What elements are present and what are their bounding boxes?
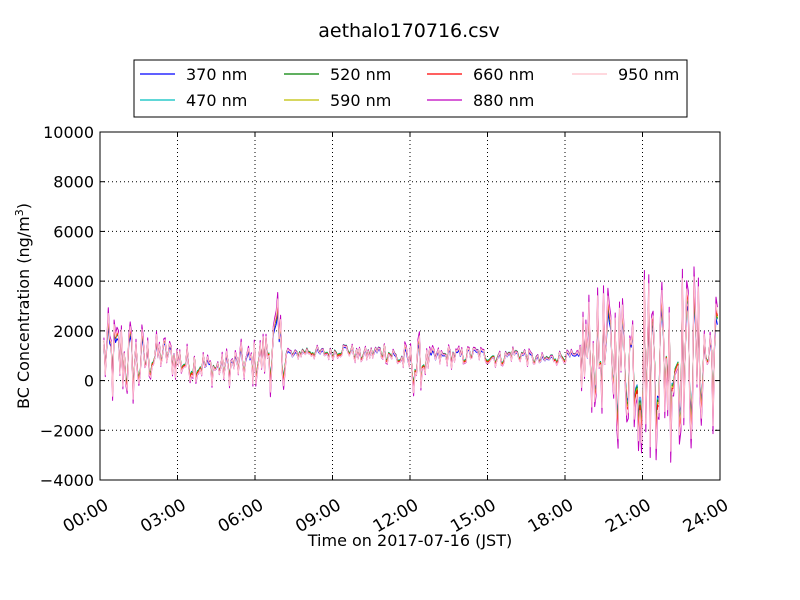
legend-label: 880 nm: [473, 91, 534, 110]
y-tick-label: 8000: [53, 173, 94, 192]
chart-title: aethalo170716.csv: [318, 20, 500, 42]
x-tick-label: 21:00: [602, 495, 654, 537]
data-series-group: [103, 266, 718, 463]
legend-label: 370 nm: [186, 65, 247, 84]
y-axis-label-tail: ): [14, 203, 33, 209]
legend-label: 950 nm: [618, 65, 679, 84]
series-line-660-nm: [103, 282, 718, 444]
series-line-950-nm: [103, 276, 718, 452]
x-axis-label: Time on 2017-07-16 (JST): [307, 531, 512, 550]
x-tick-label: 00:00: [60, 495, 112, 537]
grid-lines: [100, 132, 720, 480]
y-tick-labels: −4000 −2000 0 2000 4000 6000 8000 10000: [40, 123, 94, 490]
series-line-520-nm: [103, 286, 718, 436]
legend-label: 520 nm: [330, 65, 391, 84]
legend-label: 590 nm: [330, 91, 391, 110]
y-axis-label-superscript: 3: [13, 209, 26, 216]
x-tick-label: 06:00: [215, 495, 267, 537]
y-tick-label: −4000: [40, 471, 94, 490]
legend-frame: [133, 59, 688, 118]
y-tick-label: −2000: [40, 421, 94, 440]
y-tick-label: 2000: [53, 322, 94, 341]
y-tick-label: 0: [84, 372, 94, 391]
y-axis-label: BC Concentration (ng/m3): [13, 203, 33, 409]
axis-ticks: [99, 131, 721, 481]
x-tick-label: 18:00: [525, 495, 577, 537]
legend: 370 nm 470 nm 520 nm 590 nm 660 nm 880 nm 950 …: [133, 59, 688, 118]
series-line-370-nm: [103, 296, 718, 429]
plot-area: [99, 131, 721, 481]
legend-label: 660 nm: [473, 65, 534, 84]
x-tick-label: 24:00: [680, 495, 732, 537]
series-line-470-nm: [103, 288, 718, 433]
series-line-590-nm: [103, 284, 718, 440]
y-tick-label: 6000: [53, 222, 94, 241]
x-tick-label: 03:00: [137, 495, 189, 537]
legend-label: 470 nm: [186, 91, 247, 110]
y-tick-label: 4000: [53, 272, 94, 291]
y-axis-label-base: BC Concentration (ng/m: [14, 216, 33, 409]
y-tick-label: 10000: [43, 123, 94, 142]
